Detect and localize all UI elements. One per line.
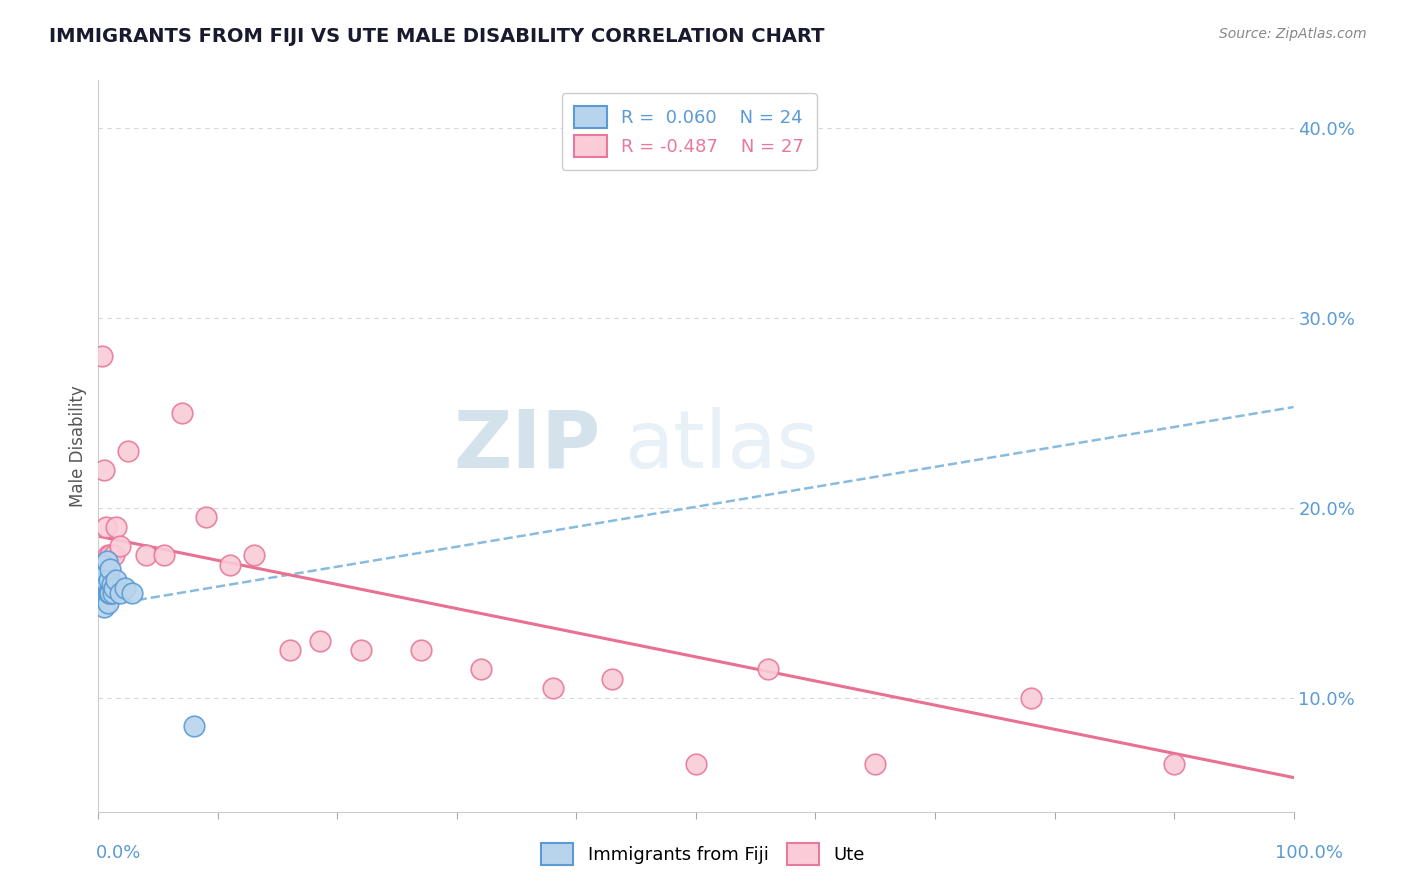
Point: [172, 406, 194, 420]
Point: [411, 643, 433, 657]
Point: [105, 573, 128, 587]
Text: ZIP: ZIP: [453, 407, 600, 485]
Point: [108, 539, 131, 553]
Point: [541, 681, 564, 696]
Point: [308, 633, 330, 648]
Point: [103, 581, 125, 595]
Point: [153, 548, 176, 562]
Point: [183, 719, 205, 733]
Point: [98, 573, 121, 587]
Text: atlas: atlas: [624, 407, 818, 485]
Point: [98, 548, 122, 562]
Point: [1163, 757, 1185, 772]
Point: [103, 548, 125, 562]
Text: 0.0%: 0.0%: [96, 844, 141, 862]
Point: [98, 586, 121, 600]
Point: [114, 581, 136, 595]
Point: [278, 643, 301, 657]
Point: [93, 599, 115, 614]
Point: [602, 672, 624, 686]
Point: [470, 662, 492, 676]
Point: [96, 576, 118, 591]
Legend: R =  0.060    N = 24, R = -0.487    N = 27: R = 0.060 N = 24, R = -0.487 N = 27: [561, 93, 817, 169]
Text: IMMIGRANTS FROM FIJI VS UTE MALE DISABILITY CORRELATION CHART: IMMIGRANTS FROM FIJI VS UTE MALE DISABIL…: [49, 27, 825, 45]
Point: [243, 548, 266, 562]
Point: [685, 757, 707, 772]
Point: [105, 520, 128, 534]
Text: 100.0%: 100.0%: [1275, 844, 1343, 862]
Point: [350, 643, 373, 657]
Point: [219, 558, 242, 572]
Point: [97, 548, 120, 562]
Point: [93, 463, 115, 477]
Point: [97, 586, 120, 600]
Point: [94, 520, 117, 534]
Y-axis label: Male Disability: Male Disability: [69, 385, 87, 507]
Point: [91, 586, 114, 600]
Point: [135, 548, 157, 562]
Point: [94, 567, 117, 582]
Point: [98, 561, 122, 575]
Point: [108, 586, 131, 600]
Point: [91, 349, 114, 363]
Point: [90, 586, 112, 600]
Point: [91, 571, 114, 585]
Point: [91, 558, 114, 572]
Point: [117, 443, 139, 458]
Point: [96, 554, 118, 568]
Point: [101, 586, 124, 600]
Point: [93, 581, 115, 595]
Point: [94, 581, 117, 595]
Legend: Immigrants from Fiji, Ute: Immigrants from Fiji, Ute: [530, 832, 876, 876]
Point: [121, 586, 143, 600]
Point: [100, 576, 122, 591]
Point: [97, 596, 120, 610]
Point: [865, 757, 887, 772]
Point: [756, 662, 779, 676]
Point: [98, 586, 122, 600]
Text: Source: ZipAtlas.com: Source: ZipAtlas.com: [1219, 27, 1367, 41]
Point: [1019, 690, 1042, 705]
Point: [195, 510, 218, 524]
